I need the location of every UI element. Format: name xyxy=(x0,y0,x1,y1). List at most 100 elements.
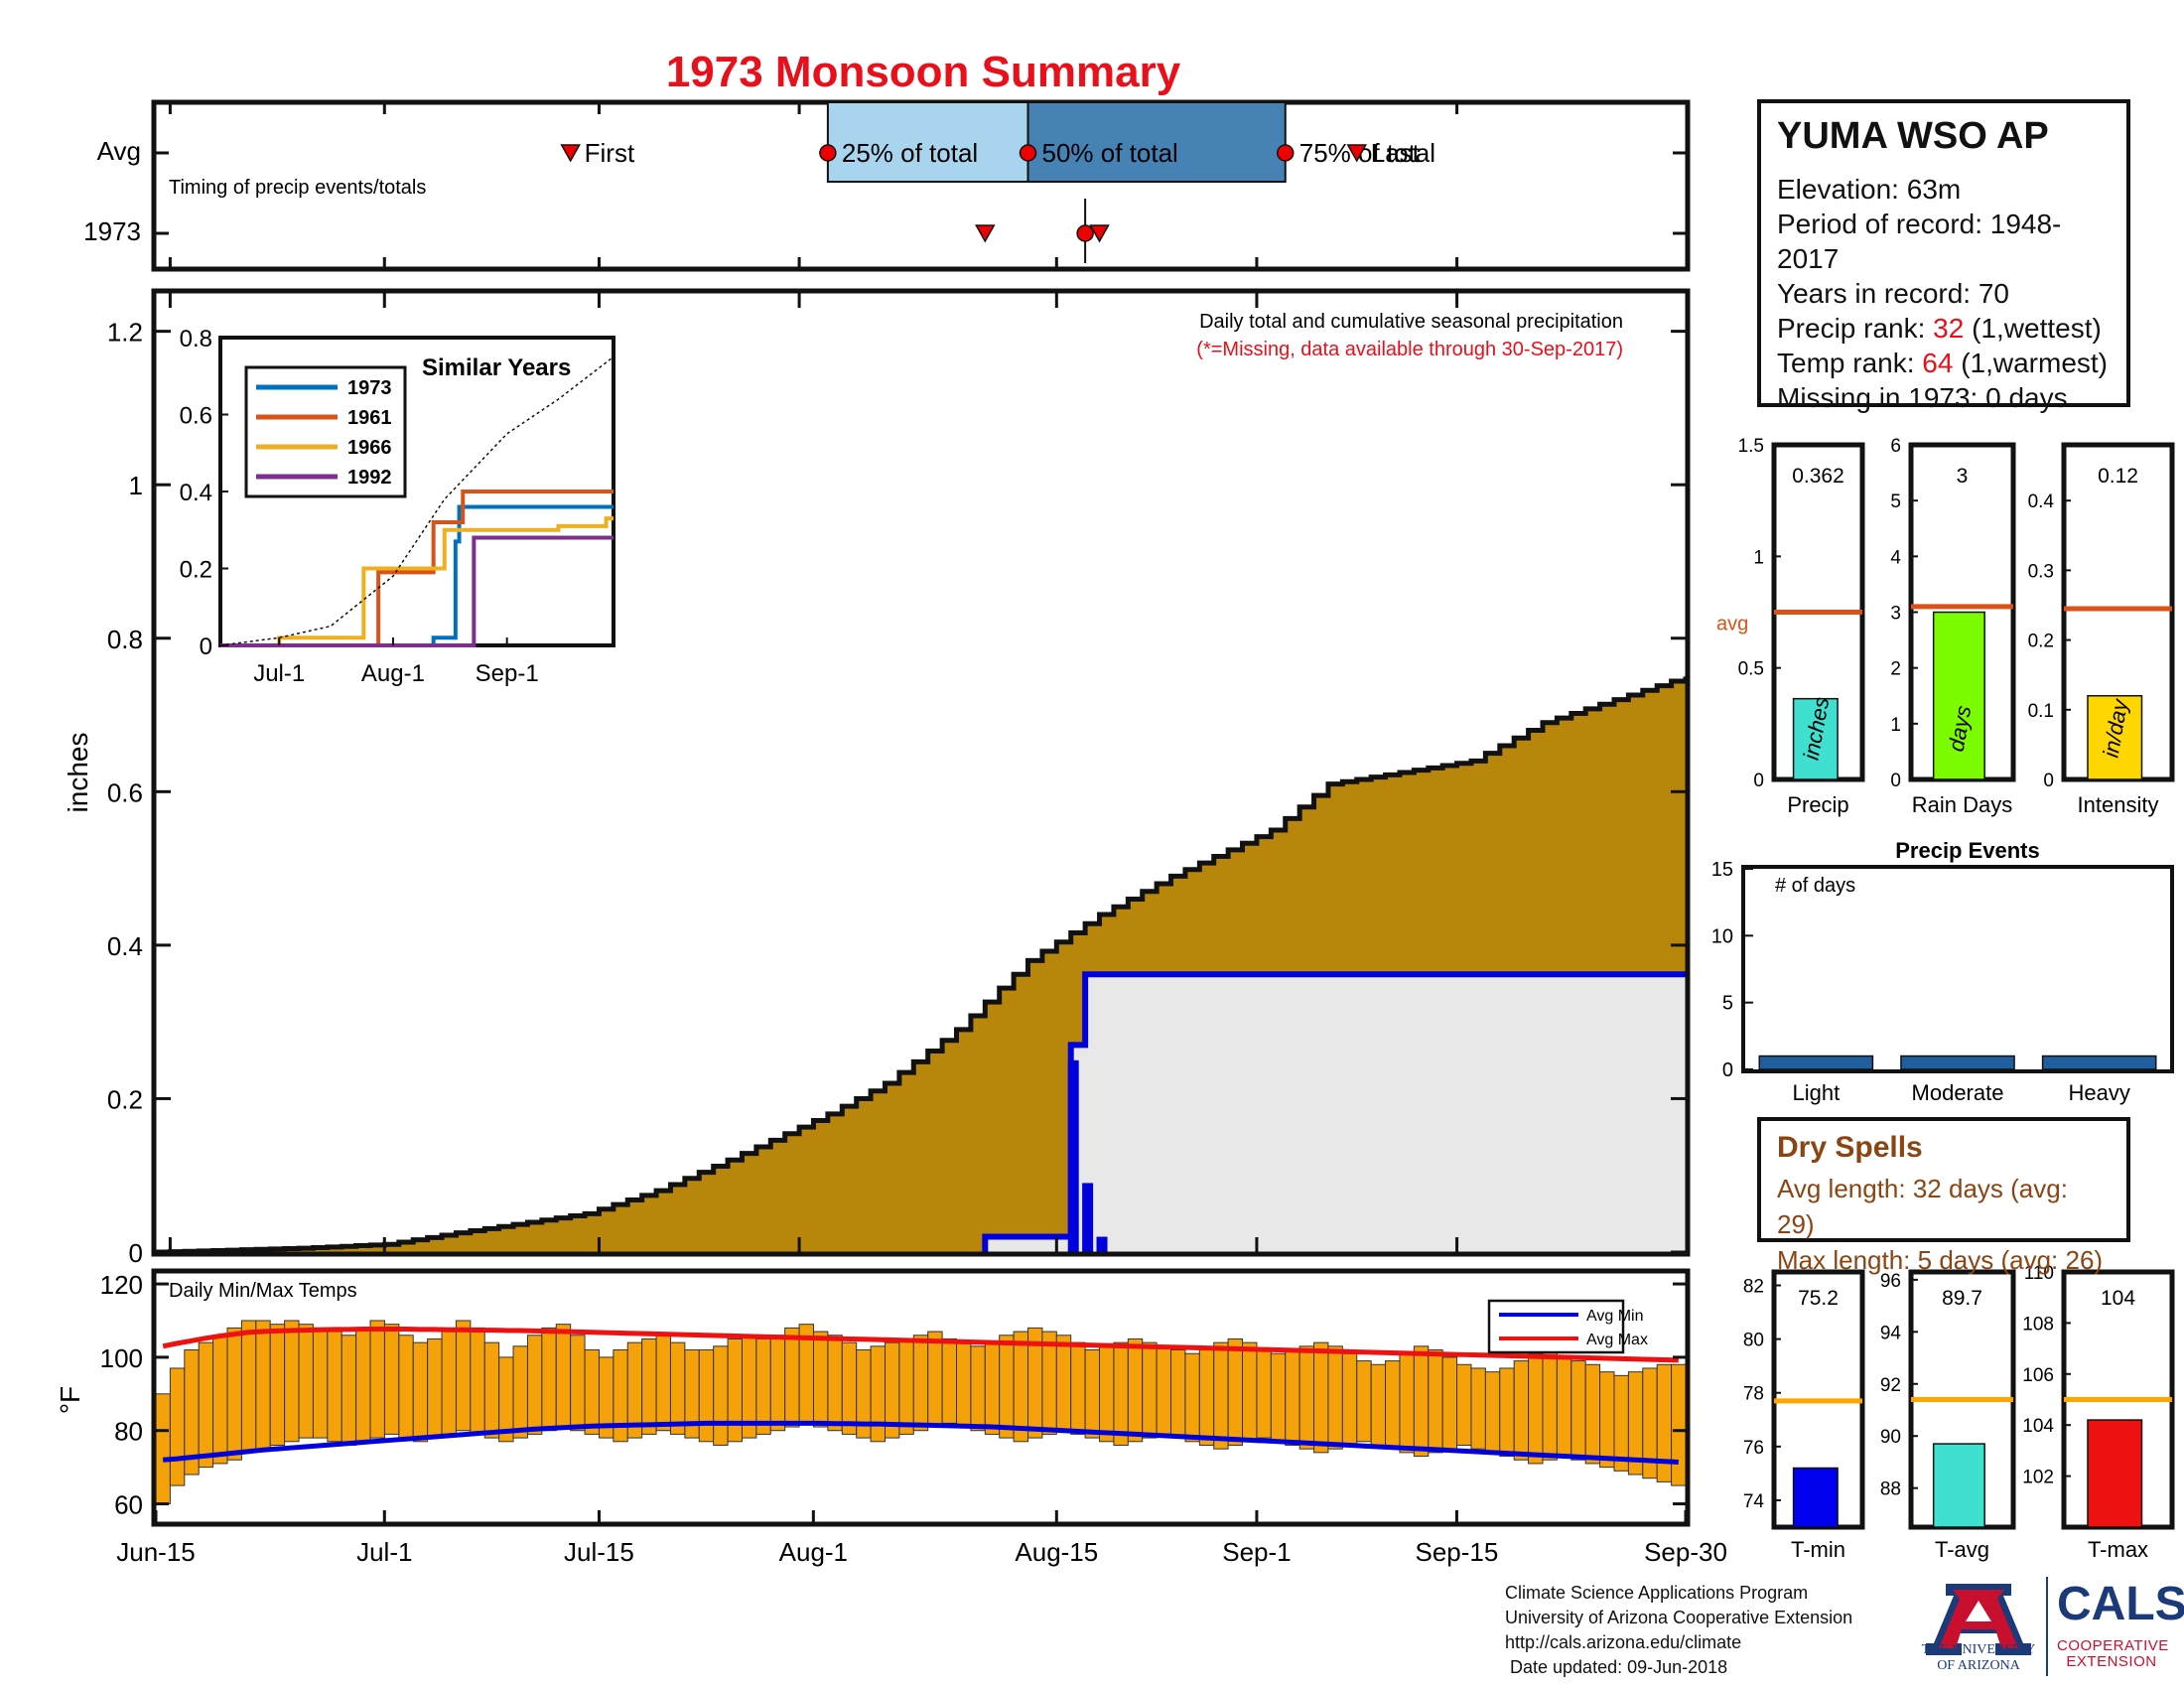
station-missing: Missing in 1973: 0 days xyxy=(1777,382,2068,413)
temp-stat-ytick: 78 xyxy=(1743,1384,1764,1405)
stat-bar-ytick: 0.2 xyxy=(2028,632,2054,652)
daily-temp-bar xyxy=(912,1335,929,1432)
daily-temp-bar xyxy=(1428,1349,1443,1454)
daily-temp-bar xyxy=(369,1320,385,1439)
daily-temp-bar xyxy=(441,1331,457,1435)
daily-temp-bar xyxy=(1356,1360,1372,1443)
stat-bar-ytick: 2 xyxy=(1890,659,1901,680)
stat-bar-ytick: 0 xyxy=(1753,771,1764,791)
temp-stat-ytick: 92 xyxy=(1880,1375,1901,1396)
avg-25pct-label: 25% of total xyxy=(842,138,978,168)
stat-bar-ytick: 4 xyxy=(1890,547,1901,568)
stat-bar-label: Rain Days xyxy=(1912,792,2012,817)
xaxis-label: Sep-15 xyxy=(1416,1537,1499,1567)
stat-bar-ytick: 0.1 xyxy=(2028,701,2054,722)
inset-plot-area: 0 0.2 0.4 0.6 0.8 Jul-1 Aug-1 Sep-1 xyxy=(180,326,614,687)
daily-temp-bar xyxy=(1099,1345,1115,1443)
daily-precip-bar xyxy=(1067,1059,1079,1252)
inset-ytick-label: 0.4 xyxy=(180,480,212,506)
main-ytick-label: 0 xyxy=(129,1238,143,1268)
avg-50pct-label: 50% of total xyxy=(1042,138,1178,168)
daily-temp-bar xyxy=(1542,1349,1558,1461)
station-info-box: YUMA WSO AP Elevation: 63m Period of rec… xyxy=(1757,99,2130,413)
inset-legend-label: 1966 xyxy=(347,437,392,459)
precip-event-bar xyxy=(1758,1055,1874,1070)
daily-temp-bar xyxy=(470,1327,485,1435)
stat-bar-ytick: 1 xyxy=(1890,715,1901,736)
temp-stat-bars: 75.2 T-min 74 76 78 80 82 89.7 T-avg 88 90 92 94 96 10… xyxy=(1743,1263,2175,1562)
year-cumulative-area xyxy=(985,974,1686,1252)
daily-temp-bar xyxy=(999,1335,1015,1439)
daily-temp-bar xyxy=(941,1337,958,1424)
avg-min-line xyxy=(163,1420,1679,1465)
avg-last-label: Last xyxy=(1371,138,1421,168)
ua-logo-text: THE UNIVERSITY OF ARIZONA xyxy=(1921,1642,2036,1673)
temp-plot-area: 60 80 100 120 xyxy=(100,1270,1687,1520)
daily-temp-bar xyxy=(327,1331,342,1443)
inset-xtick-label: Jul-1 xyxy=(253,660,305,687)
daily-temp-bar xyxy=(1113,1341,1129,1446)
daily-temp-bar xyxy=(1127,1337,1144,1443)
daily-temp-bar xyxy=(427,1337,443,1439)
daily-temp-bar xyxy=(1470,1367,1486,1450)
stat-bar-value xyxy=(1932,611,1985,780)
precip-event-label: Light xyxy=(1792,1080,1840,1105)
stat-bar-ytick: 1 xyxy=(1753,547,1764,568)
temp-stat-ytick: 94 xyxy=(1880,1323,1902,1343)
daily-temp-bar xyxy=(698,1349,715,1443)
temp-stat-ytick: 82 xyxy=(1743,1277,1764,1298)
precip-event-label: Moderate xyxy=(1912,1080,2004,1105)
temperature-panel: 60 80 100 120 Daily Min/Max Temps °F Avg Mi… xyxy=(55,1268,1691,1527)
stat-bar-ytick: 0.4 xyxy=(2028,492,2055,512)
daily-temp-bar xyxy=(641,1337,657,1435)
daily-temp-bar xyxy=(1341,1352,1358,1446)
daily-temp-bar xyxy=(570,1335,586,1432)
daily-precip-bar xyxy=(1082,1183,1094,1252)
inset-ytick-label: 0.8 xyxy=(180,326,212,352)
inset-legend-label: 1961 xyxy=(347,407,392,429)
precip-event-ytick: 5 xyxy=(1722,993,1733,1015)
daily-temp-bar xyxy=(312,1327,329,1439)
daily-temp-bar xyxy=(212,1335,228,1465)
daily-temp-bar xyxy=(713,1345,729,1446)
daily-temp-bar xyxy=(355,1327,371,1443)
daily-temp-bar xyxy=(155,1393,171,1505)
avg-first-label: First xyxy=(585,138,635,168)
inset-title: Similar Years xyxy=(422,354,571,381)
inset-average-line xyxy=(219,355,614,646)
daily-temp-bar xyxy=(541,1327,557,1432)
stat-bar-value-label: 3 xyxy=(1957,465,1969,488)
timing-row-avg-label: Avg xyxy=(97,136,141,166)
timing-panel: First 25% of total 50% of total 75% of tota… xyxy=(83,99,1691,272)
daily-temp-bar xyxy=(584,1349,600,1435)
year-50pct-marker xyxy=(1076,224,1094,242)
temp-stat-label: T-max xyxy=(2088,1537,2148,1562)
daily-temp-bar xyxy=(284,1320,300,1443)
inset-legend: 1973 1961 1966 1992 xyxy=(244,365,407,498)
precip-event-ytick: 10 xyxy=(1711,925,1733,947)
stat-bar-ytick: 1.5 xyxy=(1738,436,1764,457)
daily-temp-bar xyxy=(1513,1360,1530,1461)
temp-stat-value-label: 89.7 xyxy=(1942,1287,1982,1310)
main-ytick-label: 0.8 xyxy=(107,625,143,654)
inset-legend-label: 1992 xyxy=(347,467,392,489)
temp-stat-bar xyxy=(1792,1467,1839,1528)
timing-box-50-75 xyxy=(1026,101,1287,183)
stat-bar-value xyxy=(2087,695,2143,780)
stat-bar-ytick: 0.5 xyxy=(1738,659,1764,680)
precip-event-bar xyxy=(2041,1055,2157,1070)
daily-temp-bar xyxy=(1198,1349,1215,1446)
daily-precip-bar xyxy=(1096,1236,1108,1252)
daily-temp-bar xyxy=(841,1341,858,1435)
daily-temp-bar xyxy=(1313,1341,1329,1454)
footer-line-4: Date updated: 09-Jun-2018 xyxy=(1505,1657,1728,1677)
daily-temp-bar xyxy=(398,1335,414,1439)
temp-ytick-label: 80 xyxy=(114,1417,143,1447)
temp-stat-t-min: 75.2 T-min 74 76 78 80 82 xyxy=(1743,1269,1865,1562)
daily-temp-bar xyxy=(1570,1360,1586,1461)
daily-temp-bar xyxy=(298,1324,314,1439)
temp-stat-ytick: 106 xyxy=(2022,1365,2054,1386)
daily-temp-bar xyxy=(555,1324,572,1428)
